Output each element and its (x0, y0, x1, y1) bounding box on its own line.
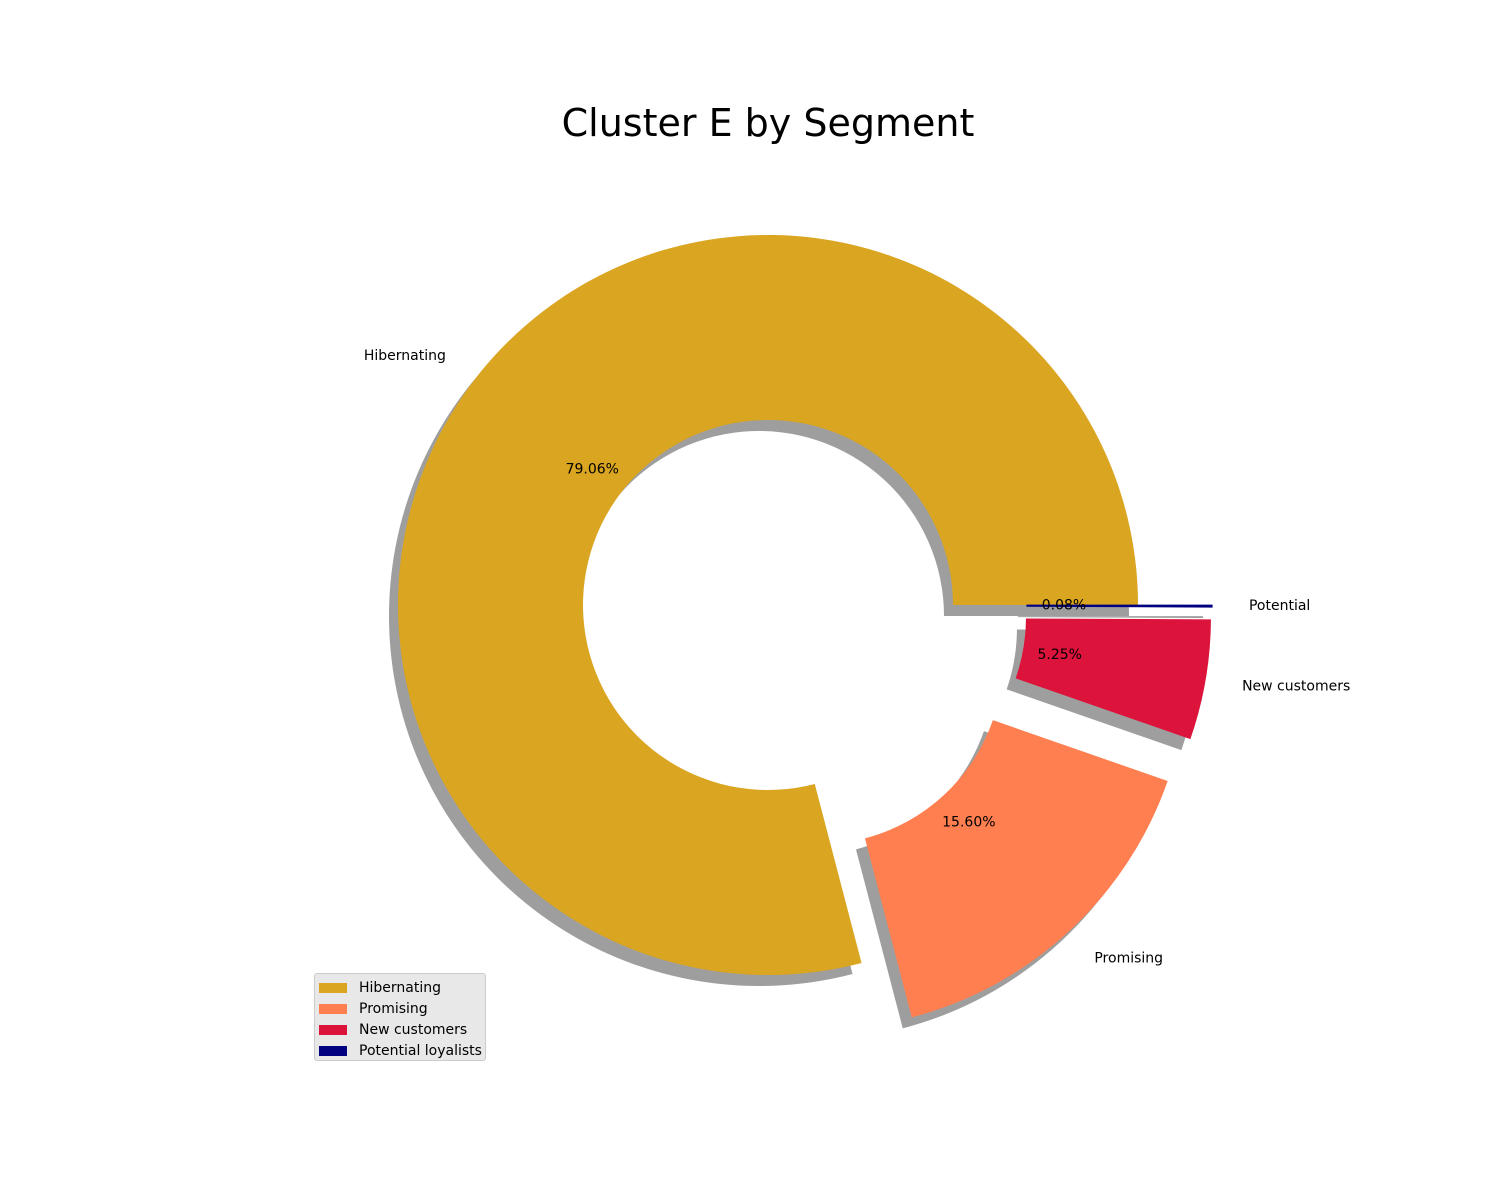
legend-label-potential-loyalists: Potential loyalists (359, 1042, 482, 1059)
slice-hibernating (398, 234, 1138, 975)
legend-item: Hibernating (319, 977, 485, 998)
legend: Hibernating Promising New customers Pote… (314, 973, 486, 1061)
slice-label-new-customers: New customers (1242, 678, 1350, 694)
slice-layer (398, 234, 1213, 1018)
legend-swatch (319, 1045, 347, 1056)
chart-title: Cluster E by Segment (562, 101, 975, 145)
pct-label-hibernating: 79.06% (566, 461, 619, 477)
legend-item: New customers (319, 1019, 485, 1040)
slice-label-hibernating: Hibernating (364, 348, 446, 364)
legend-swatch (319, 1024, 347, 1035)
pct-label-potential-loyalists: 0.08% (1042, 598, 1086, 614)
legend-item: Potential loyalists (319, 1040, 485, 1061)
legend-label-promising: Promising (359, 1000, 428, 1017)
legend-swatch (319, 1003, 347, 1014)
pct-label-promising: 15.60% (942, 814, 995, 830)
slice-potential-loyalists (1026, 604, 1213, 608)
slice-label-potential-loyalists: Potential (1249, 598, 1310, 614)
slice-new-customers (1015, 618, 1211, 740)
legend-swatch (319, 982, 347, 993)
legend-item: Promising (319, 998, 485, 1019)
slice-promising (864, 720, 1168, 1018)
slice-label-promising: Promising (1094, 950, 1163, 966)
slice-shadow-potential-loyalists (1017, 616, 1203, 619)
legend-label-hibernating: Hibernating (359, 979, 442, 996)
legend-label-new-customers: New customers (359, 1021, 468, 1038)
pct-label-new-customers: 5.25% (1037, 647, 1081, 663)
label-layer: 79.06% Hibernating 15.60% Promising 5.25% New… (364, 348, 1350, 966)
